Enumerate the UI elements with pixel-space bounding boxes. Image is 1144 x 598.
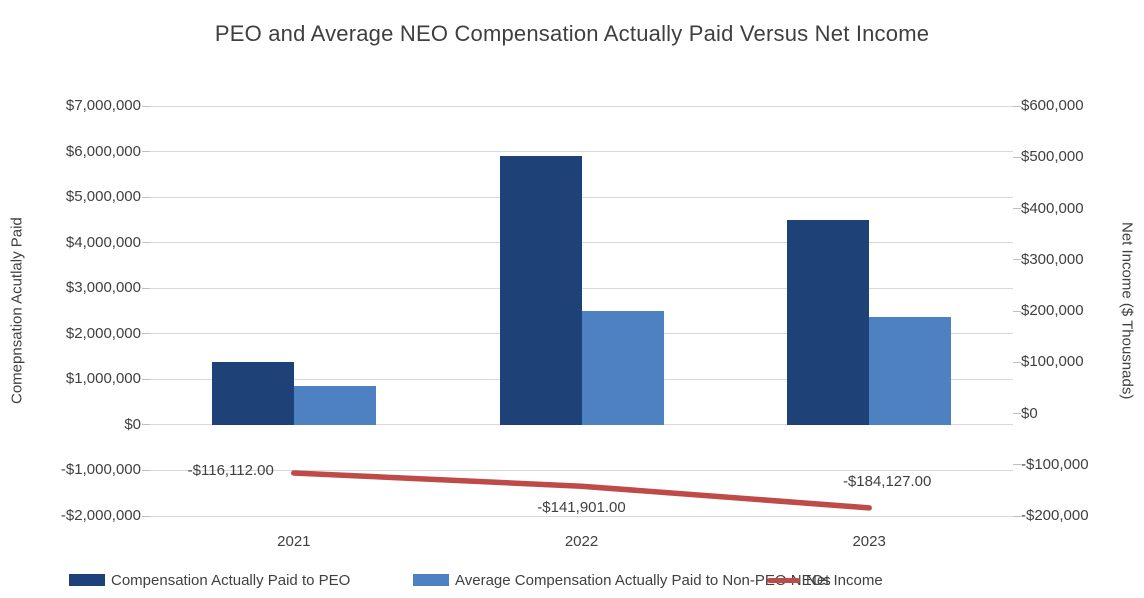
gridline bbox=[150, 196, 1013, 198]
gridline bbox=[150, 515, 1013, 517]
legend-swatch-net-income bbox=[767, 577, 800, 583]
right-axis-tick-label: $200,000 bbox=[1021, 302, 1084, 319]
gridline bbox=[150, 287, 1013, 289]
legend-label: Average Compensation Actually Paid to No… bbox=[455, 571, 831, 589]
left-axis-tick-label: -$2,000,000 bbox=[60, 507, 141, 524]
left-axis-tick-label: $5,000,000 bbox=[65, 188, 141, 206]
right-axis-tick bbox=[1013, 464, 1021, 466]
right-axis-tick-label: -$200,000 bbox=[1021, 507, 1089, 524]
right-axis-tick-label: $0 bbox=[1021, 404, 1038, 422]
x-axis-label-2023: 2023 bbox=[852, 533, 886, 550]
left-axis-tick bbox=[142, 196, 150, 198]
left-axis-tick-label: $1,000,000 bbox=[65, 370, 141, 388]
net-income-value-label: -$116,112.00 bbox=[187, 462, 274, 479]
left-axis-tick bbox=[142, 333, 150, 335]
bar-peo-2021 bbox=[211, 362, 294, 425]
left-axis-tick bbox=[142, 378, 150, 380]
left-axis-tick-label: $7,000,000 bbox=[65, 97, 141, 114]
right-axis-tick-label: -$100,000 bbox=[1021, 455, 1089, 473]
left-axis-tick bbox=[142, 242, 150, 244]
gridline bbox=[150, 242, 1013, 244]
legend-swatch-neo bbox=[413, 574, 449, 586]
gridline bbox=[150, 469, 1013, 471]
right-axis-tick bbox=[1013, 515, 1021, 517]
left-axis-tick-label: $3,000,000 bbox=[65, 279, 141, 297]
legend-swatch-peo bbox=[69, 574, 105, 586]
gridline bbox=[150, 105, 1013, 107]
left-axis-tick bbox=[142, 424, 150, 426]
right-axis-tick bbox=[1013, 105, 1021, 107]
left-axis-title: Comepnsation Acutlaly Paid bbox=[8, 217, 26, 405]
left-axis-tick bbox=[142, 287, 150, 289]
x-axis-label-2021: 2021 bbox=[277, 533, 311, 550]
chart-title: PEO and Average NEO Compensation Actuall… bbox=[214, 21, 930, 46]
right-axis-tick-label: $300,000 bbox=[1021, 250, 1084, 268]
left-axis-tick-label: $0 bbox=[124, 415, 141, 433]
right-axis-tick bbox=[1013, 208, 1021, 209]
bar-peo-2023 bbox=[787, 219, 870, 425]
legend-item: Average Compensation Actually Paid to No… bbox=[413, 569, 831, 591]
left-axis-tick-label: $4,000,000 bbox=[65, 233, 141, 251]
right-axis-tick bbox=[1013, 361, 1021, 363]
bar-peo-2022 bbox=[499, 156, 582, 425]
legend-item: Compensation Actually Paid to PEO bbox=[69, 569, 350, 591]
right-axis-tick-label: $100,000 bbox=[1021, 353, 1084, 371]
net-income-value-label: -$141,901.00 bbox=[537, 499, 626, 517]
left-axis-tick-label: $2,000,000 bbox=[65, 324, 141, 342]
left-axis-tick bbox=[142, 469, 150, 471]
bar-neo-2022 bbox=[581, 311, 664, 425]
left-axis-tick-label: -$1,000,000 bbox=[60, 461, 141, 479]
gridline bbox=[150, 151, 1013, 153]
left-axis-tick bbox=[142, 151, 150, 153]
bar-neo-2021 bbox=[293, 385, 376, 425]
left-axis-tick bbox=[142, 515, 150, 517]
left-axis-tick-label: $6,000,000 bbox=[65, 142, 141, 160]
right-axis-tick bbox=[1013, 259, 1021, 261]
legend-label: Compensation Actually Paid to PEO bbox=[111, 571, 351, 589]
x-axis-label-2022: 2022 bbox=[564, 533, 599, 550]
right-axis-tick-label: $400,000 bbox=[1021, 199, 1084, 217]
right-axis-title: Net Income ($ Thousnads) bbox=[1118, 222, 1136, 400]
legend-item: Net Income bbox=[767, 569, 883, 591]
right-axis-tick bbox=[1013, 413, 1021, 414]
gridline bbox=[150, 424, 1013, 426]
right-axis-tick-label: $500,000 bbox=[1021, 148, 1084, 166]
net-income-value-label: -$184,127.00 bbox=[842, 472, 932, 490]
right-axis-tick bbox=[1013, 156, 1021, 158]
legend-label: Net Income bbox=[806, 571, 883, 589]
right-axis-tick bbox=[1013, 310, 1021, 312]
bar-neo-2023 bbox=[869, 316, 952, 425]
right-axis-tick-label: $600,000 bbox=[1021, 97, 1084, 114]
left-axis-tick bbox=[142, 105, 150, 107]
